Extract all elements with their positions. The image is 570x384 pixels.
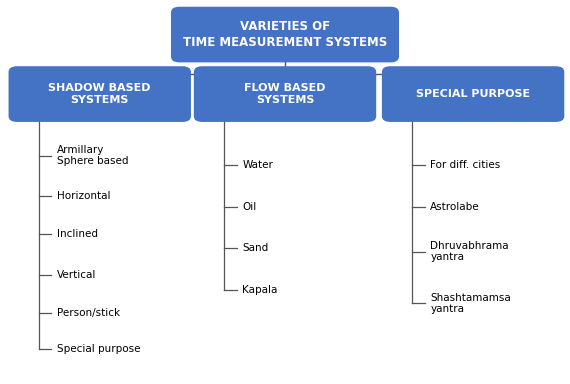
Text: For diff. cities: For diff. cities [430,160,500,170]
Text: FLOW BASED
SYSTEMS: FLOW BASED SYSTEMS [245,83,325,105]
Text: Sand: Sand [242,243,268,253]
Text: SHADOW BASED
SYSTEMS: SHADOW BASED SYSTEMS [48,83,151,105]
Text: SPECIAL PURPOSE: SPECIAL PURPOSE [416,89,530,99]
Text: Vertical: Vertical [57,270,96,280]
Text: Kapala: Kapala [242,285,278,295]
Text: Inclined: Inclined [57,229,98,239]
Text: Oil: Oil [242,202,256,212]
Text: Water: Water [242,160,273,170]
Text: Astrolabe: Astrolabe [430,202,480,212]
Text: VARIETIES OF
TIME MEASUREMENT SYSTEMS: VARIETIES OF TIME MEASUREMENT SYSTEMS [183,20,387,49]
Text: Dhruvabhrama
yantra: Dhruvabhrama yantra [430,241,509,262]
FancyBboxPatch shape [171,7,399,62]
Text: Special purpose: Special purpose [57,344,140,354]
Text: Horizontal: Horizontal [57,191,111,201]
FancyBboxPatch shape [9,66,191,122]
Text: Person/stick: Person/stick [57,308,120,318]
FancyBboxPatch shape [382,66,564,122]
Text: Shashtamamsa
yantra: Shashtamamsa yantra [430,293,511,314]
FancyBboxPatch shape [194,66,376,122]
Text: Armillary
Sphere based: Armillary Sphere based [57,145,128,166]
